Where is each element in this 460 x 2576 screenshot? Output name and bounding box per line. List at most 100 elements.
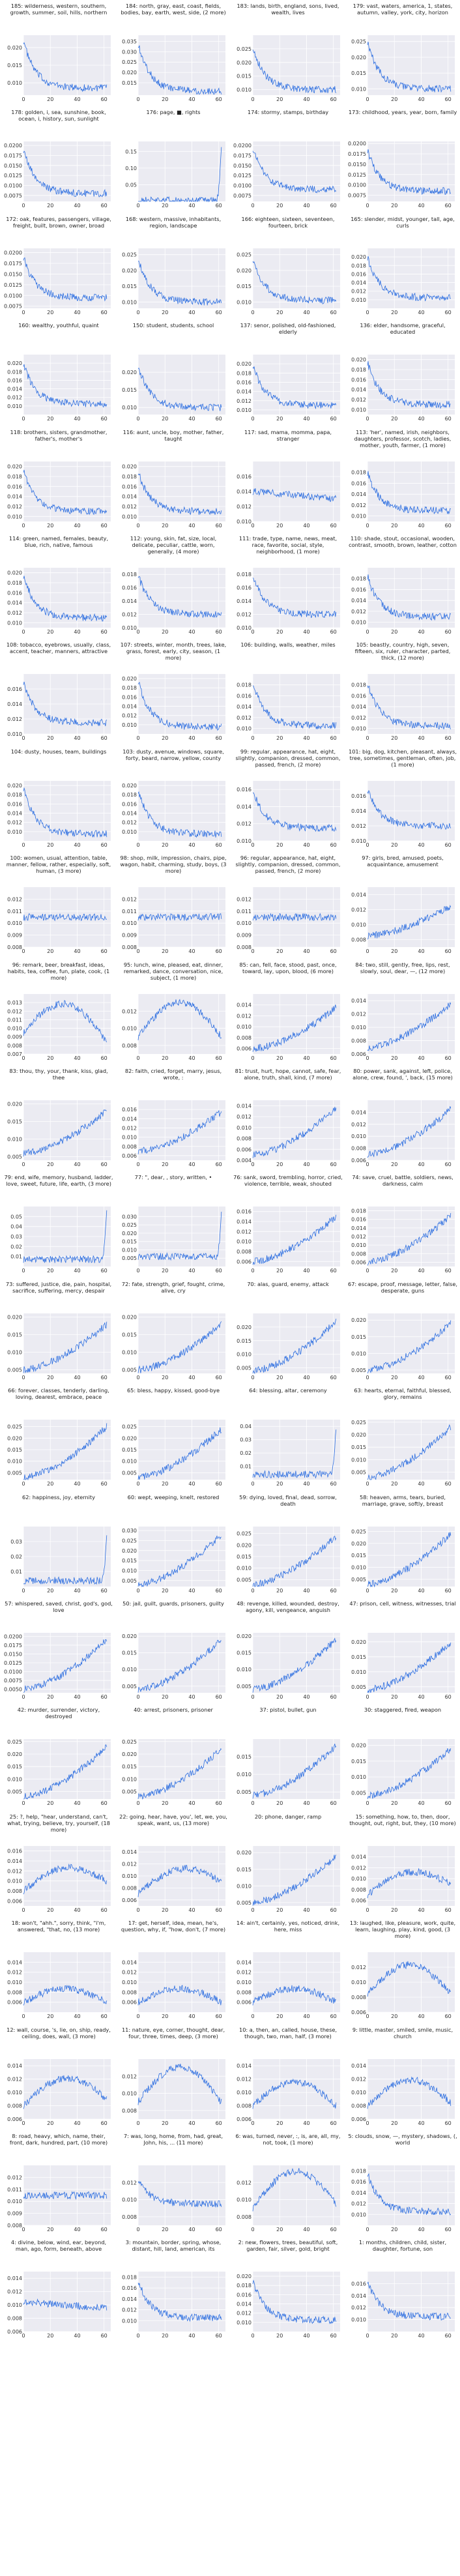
panel-plot: 0.010 0.015 0.020 0.025 0 20 40 60	[351, 35, 455, 102]
chart-panel: 95: lunch, wine, pleased, eat, dinner, r…	[116, 960, 231, 1066]
chart-panel: 6: was, turned, never, :, is, are, all, …	[231, 2131, 345, 2237]
panel-plot: 0.0075 0.0100 0.0125 0.0150 0.0175 0.0200 0 20 4…	[348, 141, 455, 209]
x-tick-label: 20	[391, 1162, 397, 1167]
y-tick-label: 0.006	[122, 1153, 137, 1159]
x-tick-label: 60	[445, 948, 452, 954]
y-tick-label: 0.006	[351, 1051, 366, 1057]
plot-background	[138, 993, 225, 1054]
y-tick-label: 0.010	[237, 519, 252, 525]
y-tick-label: 0.010	[237, 87, 252, 93]
x-tick-label: 60	[445, 310, 452, 315]
panel-title: 6: was, turned, never, :, is, are, all, …	[235, 2133, 341, 2146]
panel-plot: 0.005 0.010 0.015 0.020 0 20 40 60	[237, 1845, 340, 1913]
x-tick-label: 20	[391, 1268, 397, 1274]
y-tick-label: 0.012	[122, 1861, 137, 1867]
y-tick-label: 0.010	[7, 920, 22, 926]
series-line	[23, 1321, 108, 1373]
plot-background	[253, 1633, 340, 1693]
y-tick-label: 0.0075	[4, 304, 22, 310]
x-tick-label: 20	[391, 1588, 397, 1594]
panel-plot: 0.05 0.10 0.15 0 20 40 60	[125, 141, 225, 209]
x-tick-label: 40	[418, 203, 424, 209]
x-tick-label: 40	[188, 1907, 195, 1913]
y-tick-label: 0.05	[10, 1214, 22, 1220]
x-tick-label: 20	[276, 1588, 283, 1594]
y-tick-label: 0.008	[122, 2214, 137, 2220]
series-line	[252, 2078, 337, 2109]
x-tick-label: 20	[391, 2013, 397, 2019]
y-tick-label: 0.0100	[4, 293, 22, 299]
x-tick-label: 0	[366, 1800, 369, 1806]
x-tick-label: 40	[188, 842, 195, 848]
x-tick-label: 20	[391, 2120, 397, 2126]
y-tick-label: 0.009	[7, 933, 22, 939]
chart-panel: 179: vast, waters, america, 1, states, a…	[345, 1, 460, 107]
y-tick-label: 0.015	[237, 284, 252, 289]
x-tick-label: 20	[162, 1481, 168, 1487]
panel-title: 174: stormy, stamps, birthday	[247, 109, 329, 116]
panel-title: 18: won't, "ahh.", sorry, think, "i'm, a…	[11, 1920, 106, 1933]
series-line	[23, 787, 108, 838]
x-tick-label: 0	[251, 96, 254, 102]
chart-panel: 178: golden, i, sea, sunshine, book, oce…	[1, 108, 116, 213]
x-tick-label: 60	[101, 1907, 108, 1913]
panel-title: 5: clouds, snow, —, mystery, shadows, (,…	[348, 2133, 457, 2146]
x-tick-label: 20	[276, 2333, 283, 2339]
panel-title: 4: divine, below, wind, ear, beyond, man…	[10, 2239, 107, 2253]
x-tick-label: 60	[445, 523, 452, 529]
y-tick-label: 0.005	[237, 1365, 252, 1371]
y-tick-label: 0.012	[237, 1114, 252, 1120]
chart-panel: 84: two, still, gently, free, lips, rest…	[345, 960, 460, 1066]
y-tick-label: 0.016	[237, 380, 252, 386]
panel-title: 117: sad, mama, momma, papa, stranger	[244, 428, 332, 442]
y-tick-label: 0.018	[237, 2283, 252, 2289]
chart-panel: 117: sad, mama, momma, papa, stranger 0.0…	[231, 428, 345, 533]
y-tick-label: 0.010	[7, 829, 22, 835]
x-tick-label: 0	[136, 2013, 139, 2019]
y-tick-label: 0.020	[7, 1101, 22, 1107]
x-tick-label: 60	[101, 2120, 108, 2126]
y-tick-label: 0.008	[122, 2107, 137, 2113]
x-tick-label: 40	[188, 2013, 195, 2019]
y-tick-label: 0.011	[7, 1017, 22, 1023]
series-line	[137, 1535, 222, 1587]
y-tick-label: 0.010	[122, 514, 137, 520]
y-tick-label: 0.014	[351, 892, 366, 898]
plot-background	[253, 1100, 340, 1160]
x-tick-label: 60	[101, 2227, 108, 2232]
y-tick-label: 0.020	[237, 1633, 252, 1639]
y-tick-label: 0.008	[122, 1990, 137, 1996]
series-line	[367, 2173, 452, 2216]
x-tick-label: 40	[303, 310, 309, 315]
y-tick-label: 0.008	[7, 1042, 22, 1048]
y-tick-label: 0.012	[237, 2180, 252, 2186]
y-tick-label: 0.010	[122, 1667, 137, 1673]
x-tick-label: 20	[162, 2013, 168, 2019]
chart-panel: 107: streets, winter, month, trees, lake…	[116, 640, 231, 746]
y-tick-label: 0.025	[122, 1739, 137, 1745]
series-line	[137, 2063, 222, 2105]
y-tick-label: 0.010	[7, 2090, 22, 2096]
y-tick-label: 0.014	[122, 493, 137, 499]
x-tick-label: 40	[188, 1162, 195, 1167]
chart-panel: 37: pistol, bullet, gun 0.005 0.010 0.015 0 2…	[231, 1705, 345, 1811]
y-tick-label: 0.012	[351, 609, 366, 615]
panel-title: 37: pistol, bullet, gun	[259, 1706, 317, 1714]
chart-panel: 57: whispered, saved, christ, god's, god…	[1, 1599, 116, 1705]
chart-panel: 10: a, then, an, called, house, these, t…	[231, 2025, 345, 2131]
plot-background	[138, 2272, 225, 2332]
y-tick-label: 0.005	[122, 1789, 137, 1795]
plot-background	[253, 1420, 340, 1480]
panel-title: 70: alas, guard, enemy, attack	[247, 1280, 329, 1287]
chart-panel: 9: little, master, smiled, smile, music,…	[345, 2025, 460, 2131]
x-tick-label: 60	[216, 948, 222, 954]
y-tick-label: 0.0125	[4, 282, 22, 288]
y-tick-label: 0.0125	[233, 173, 252, 179]
y-tick-label: 0.008	[7, 1990, 22, 1996]
x-tick-label: 20	[47, 629, 53, 635]
y-tick-label: 0.008	[237, 2103, 252, 2109]
chart-panel: 97: girls, bred, amused, poets, acquaint…	[345, 853, 460, 959]
x-tick-label: 0	[251, 2120, 254, 2126]
chart-panel: 5: clouds, snow, —, mystery, shadows, (,…	[345, 2131, 460, 2237]
x-tick-label: 20	[391, 310, 397, 315]
